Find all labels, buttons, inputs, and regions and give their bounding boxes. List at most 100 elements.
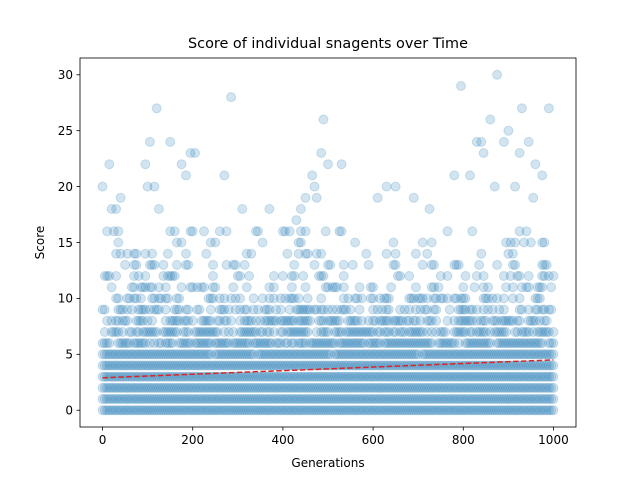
data-point [190, 148, 200, 158]
data-point [498, 315, 509, 326]
data-point [541, 327, 552, 337]
data-point [286, 338, 297, 349]
data-point [309, 405, 320, 416]
data-point [133, 382, 144, 393]
data-point [444, 338, 455, 349]
data-point [286, 315, 297, 326]
data-point [386, 394, 397, 404]
data-point [300, 360, 311, 371]
data-point [273, 394, 284, 404]
data-point [142, 315, 153, 326]
data-point [183, 394, 194, 404]
data-point [474, 349, 485, 360]
data-point [505, 315, 516, 326]
data-point [282, 327, 293, 337]
data-point [494, 304, 505, 315]
data-point [395, 382, 406, 393]
data-point [485, 405, 496, 416]
data-point [374, 293, 385, 304]
data-point [250, 327, 261, 337]
data-point [498, 349, 509, 360]
data-point [178, 338, 189, 349]
data-point [476, 371, 487, 382]
data-point [273, 371, 284, 382]
data-point [178, 349, 189, 360]
data-point [426, 382, 437, 393]
data-point [442, 349, 453, 360]
data-point [190, 327, 200, 337]
data-point [408, 405, 419, 416]
data-point [264, 204, 275, 214]
data-point [429, 394, 439, 404]
data-point [111, 271, 122, 281]
data-point [507, 371, 518, 382]
data-point [259, 405, 270, 416]
data-point [295, 382, 306, 393]
data-point [253, 304, 264, 315]
data-point [171, 315, 182, 326]
data-point [282, 315, 293, 326]
data-point [300, 338, 311, 349]
data-point [383, 371, 394, 382]
data-point [413, 382, 424, 393]
data-point [449, 293, 460, 304]
data-point [343, 382, 354, 393]
data-point [429, 282, 439, 293]
data-point [406, 394, 417, 404]
data-point [113, 237, 124, 248]
data-point [226, 315, 237, 326]
data-point [122, 338, 133, 349]
data-point [219, 327, 230, 337]
data-point [165, 315, 176, 326]
data-point [131, 327, 142, 337]
data-point [453, 405, 464, 416]
data-point [438, 338, 448, 349]
data-point [244, 338, 255, 349]
data-point [413, 349, 424, 360]
data-point [259, 360, 270, 371]
data-point [372, 192, 383, 203]
data-point [496, 327, 507, 337]
data-point [471, 315, 482, 326]
data-point [359, 394, 370, 404]
data-point [255, 338, 266, 349]
data-point [323, 282, 333, 293]
data-point [354, 405, 365, 416]
data-point [528, 405, 539, 416]
data-point [241, 315, 252, 326]
data-point [343, 338, 354, 349]
data-point [528, 327, 539, 337]
data-point [512, 405, 523, 416]
data-point [494, 382, 505, 393]
data-point [521, 282, 532, 293]
data-point [329, 282, 340, 293]
data-point [255, 371, 266, 382]
data-point [126, 327, 137, 337]
data-point [483, 394, 494, 404]
data-point [390, 371, 401, 382]
data-point [512, 382, 523, 393]
data-point [160, 405, 171, 416]
data-point [97, 360, 108, 371]
data-point [99, 338, 110, 349]
data-point [489, 181, 500, 192]
data-point [356, 405, 367, 416]
data-point [327, 371, 338, 382]
data-point [442, 338, 453, 349]
data-point [210, 382, 221, 393]
data-point [381, 394, 392, 404]
data-point [401, 349, 412, 360]
data-point [201, 248, 212, 259]
data-point [323, 371, 333, 382]
data-point [268, 327, 279, 337]
data-point [133, 315, 144, 326]
data-point [514, 360, 525, 371]
data-point [399, 304, 410, 315]
data-point [456, 349, 466, 360]
data-point [314, 338, 324, 349]
data-point [241, 248, 252, 259]
data-point [162, 327, 173, 337]
data-point [183, 315, 194, 326]
data-point [512, 371, 523, 382]
data-point [404, 327, 415, 337]
